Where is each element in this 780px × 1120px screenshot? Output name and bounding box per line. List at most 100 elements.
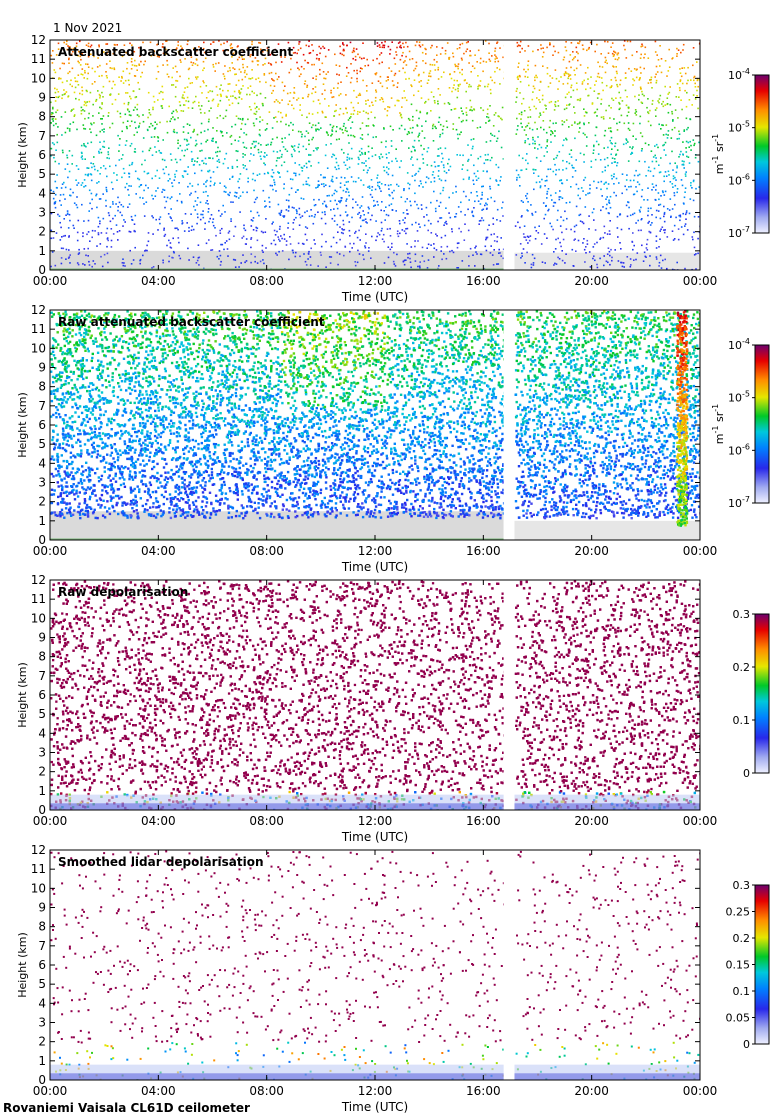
x-tick-label: 16:00 <box>466 274 501 288</box>
y-tick-label: 7 <box>38 399 46 413</box>
colorbar-tick-label: 10-6 <box>728 442 750 457</box>
x-tick-label: 20:00 <box>574 544 609 558</box>
y-tick-label: 10 <box>31 71 46 85</box>
colorbar <box>754 74 770 234</box>
colorbar <box>754 884 770 1045</box>
x-tick-label: 16:00 <box>466 544 501 558</box>
y-tick-label: 11 <box>31 322 46 336</box>
y-tick-label: 2 <box>38 1035 46 1049</box>
y-tick-label: 5 <box>38 167 46 181</box>
y-tick-label: 11 <box>31 592 46 606</box>
y-tick-label: 4 <box>38 456 46 470</box>
y-tick-label: 5 <box>38 977 46 991</box>
y-tick-label: 11 <box>31 52 46 66</box>
y-tick-label: 2 <box>38 495 46 509</box>
x-axis-label: Time (UTC) <box>341 560 408 574</box>
colorbar-tick-label: 10-6 <box>728 172 750 187</box>
y-axis-label: Height (km) <box>16 932 29 998</box>
x-tick-label: 00:00 <box>683 1084 718 1098</box>
data-gap <box>503 40 515 270</box>
surface-layer <box>50 794 700 810</box>
y-tick-label: 3 <box>38 746 46 760</box>
y-axis-label: Height (km) <box>16 662 29 728</box>
colorbar-tick-label: 0 <box>743 1038 750 1051</box>
surface-layer <box>50 538 504 540</box>
x-tick-label: 12:00 <box>358 814 393 828</box>
y-tick-label: 4 <box>38 186 46 200</box>
y-tick-label: 6 <box>38 148 46 162</box>
panel-1: Attenuated backscatter coefficient012345… <box>16 33 770 304</box>
colorbar-unit-label: m-1 sr-1 <box>711 404 726 444</box>
y-tick-label: 0 <box>38 803 46 817</box>
plot-background <box>50 580 700 810</box>
y-tick-label: 3 <box>38 1016 46 1030</box>
colorbar-tick-label: 10-4 <box>728 337 750 352</box>
noise-floor-band <box>50 250 504 270</box>
y-tick-label: 10 <box>31 881 46 895</box>
panel-4: Smoothed lidar depolarisation01234567891… <box>16 843 770 1114</box>
y-tick-label: 8 <box>38 650 46 664</box>
y-tick-label: 6 <box>38 958 46 972</box>
y-tick-label: 12 <box>31 843 46 857</box>
y-tick-label: 8 <box>38 110 46 124</box>
colorbar-tick-label: 0.3 <box>733 879 751 892</box>
y-tick-label: 2 <box>38 225 46 239</box>
x-tick-label: 04:00 <box>141 544 176 558</box>
y-tick-label: 3 <box>38 476 46 490</box>
x-tick-label: 00:00 <box>33 1084 68 1098</box>
heatmap-field <box>50 580 700 810</box>
x-tick-label: 08:00 <box>249 544 284 558</box>
x-axis-label: Time (UTC) <box>341 290 408 304</box>
y-tick-label: 6 <box>38 418 46 432</box>
y-tick-label: 1 <box>38 1054 46 1068</box>
noise-floor-band <box>514 520 700 540</box>
panel-3: Raw depolarisation0123456789101112Height… <box>16 573 770 844</box>
y-tick-label: 12 <box>31 573 46 587</box>
x-tick-label: 12:00 <box>358 274 393 288</box>
panel-title: Attenuated backscatter coefficient <box>58 45 293 59</box>
heatmap-field <box>50 40 700 270</box>
panel-2: Raw attenuated backscatter coefficient 0 1… <box>16 303 770 574</box>
y-tick-label: 5 <box>38 707 46 721</box>
colorbar-tick-label: 0.2 <box>733 932 751 945</box>
x-tick-label: 00:00 <box>33 274 68 288</box>
y-tick-label: 9 <box>38 361 46 375</box>
heatmap-field <box>50 850 700 1080</box>
date-label: 1 Nov 2021 <box>53 21 122 35</box>
y-tick-label: 8 <box>38 920 46 934</box>
colorbar-tick-label: 10-7 <box>728 495 750 510</box>
y-tick-label: 1 <box>38 784 46 798</box>
y-tick-label: 10 <box>31 341 46 355</box>
y-tick-label: 1 <box>38 244 46 258</box>
data-gap <box>503 580 515 810</box>
y-tick-label: 7 <box>38 939 46 953</box>
y-tick-label: 6 <box>38 688 46 702</box>
y-tick-label: 11 <box>31 862 46 876</box>
x-tick-label: 00:00 <box>33 814 68 828</box>
x-tick-label: 00:00 <box>683 274 718 288</box>
x-tick-label: 04:00 <box>141 274 176 288</box>
x-tick-label: 20:00 <box>574 274 609 288</box>
x-tick-label: 00:00 <box>683 544 718 558</box>
colorbar-tick-label: 0.1 <box>733 714 751 727</box>
y-tick-label: 9 <box>38 631 46 645</box>
surface-layer <box>50 1064 700 1080</box>
y-tick-label: 7 <box>38 129 46 143</box>
noise-floor-band <box>514 252 700 270</box>
x-tick-label: 20:00 <box>574 1084 609 1098</box>
colorbar-tick-label: 10-4 <box>728 67 750 82</box>
y-tick-label: 0 <box>38 1073 46 1087</box>
colorbar-tick-label: 0 <box>743 767 750 780</box>
y-tick-label: 4 <box>38 996 46 1010</box>
colorbar-tick-label: 0.1 <box>733 985 751 998</box>
y-tick-label: 8 <box>38 380 46 394</box>
y-tick-label: 4 <box>38 726 46 740</box>
panel-title: Raw attenuated backscatter coefficient <box>58 315 325 329</box>
surface-layer <box>50 268 504 270</box>
y-tick-label: 2 <box>38 765 46 779</box>
y-tick-label: 0 <box>38 533 46 547</box>
y-tick-label: 9 <box>38 91 46 105</box>
y-tick-label: 1 <box>38 514 46 528</box>
colorbar-tick-label: 0.2 <box>733 661 751 674</box>
